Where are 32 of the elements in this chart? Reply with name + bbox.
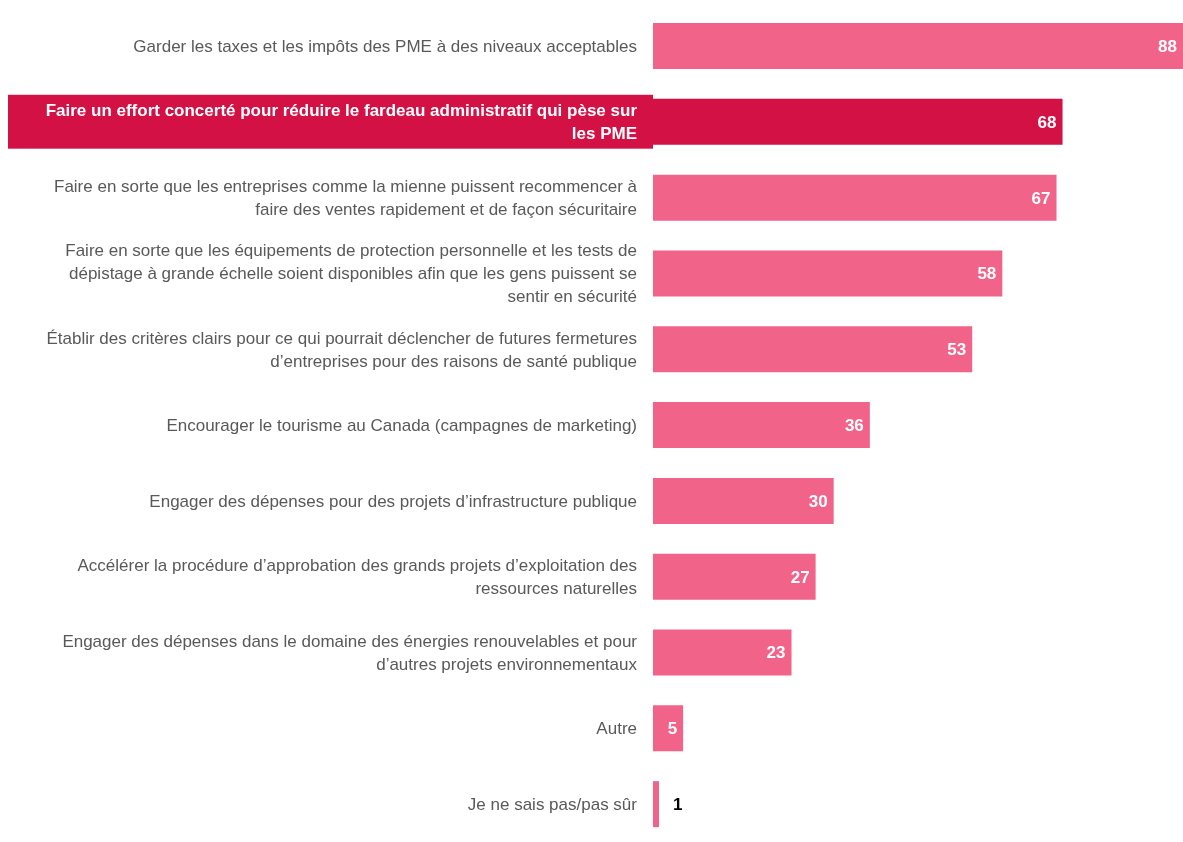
bar — [653, 326, 973, 373]
data-label: 53 — [947, 340, 967, 360]
y-tick-label: Encourager le tourisme au Canada (campagnes de marketing) — [166, 415, 637, 435]
data-label: 68 — [1037, 112, 1057, 132]
y-tick-label: Garder les taxes et les impôts des PME à des niveaux acceptables — [133, 36, 637, 56]
y-tick-label: Accélérer la procédure d’approbation des grands projets d’exploitation des ressources naturelles — [77, 556, 637, 599]
bar — [653, 477, 834, 524]
y-tick-label: Engager des dépenses dans le domaine des énergies renouvelables et pour d’autres projets environnementaux — [62, 631, 638, 674]
bar — [653, 553, 816, 600]
bar — [653, 402, 870, 449]
bar — [653, 781, 660, 828]
y-tick-label: Autre — [596, 719, 637, 739]
data-label: 67 — [1031, 188, 1051, 208]
bar — [653, 705, 684, 752]
y-tick-label: Je ne sais pas/pas sûr — [467, 795, 638, 815]
bar — [653, 23, 1183, 69]
data-label: 30 — [808, 491, 828, 511]
bar — [653, 174, 1057, 221]
data-label: 36 — [844, 416, 864, 436]
data-label: 5 — [667, 719, 678, 739]
y-tick-label: Engager des dépenses pour des projets d’infrastructure publique — [149, 491, 637, 511]
data-label: 58 — [977, 264, 997, 284]
data-label: 23 — [766, 643, 786, 663]
y-tick-label: Faire un effort concerté pour réduire le fardeau administratif qui pèse sur les PME — [45, 101, 638, 144]
data-label: 27 — [790, 567, 810, 587]
bar — [653, 629, 792, 676]
y-tick-label: Faire en sorte que les entreprises comme la mienne puissent recommencer à faire des ventes rapidement et de façon sécuritaire — [54, 177, 638, 219]
y-tick-label: Faire en sorte que les équipements de protection personnelle et les tests de dépistage à grande échelle soient disponibles afin que les gens puissent se sentir en sécurité — [65, 241, 637, 307]
data-label: 1 — [673, 795, 683, 815]
y-tick-label: Établir des critères clairs pour ce qui pourrait déclencher de futures fermetures d’entreprises pour des raisons de santé publique — [46, 328, 637, 371]
data-label: 88 — [1158, 36, 1177, 56]
bar — [653, 250, 1003, 297]
